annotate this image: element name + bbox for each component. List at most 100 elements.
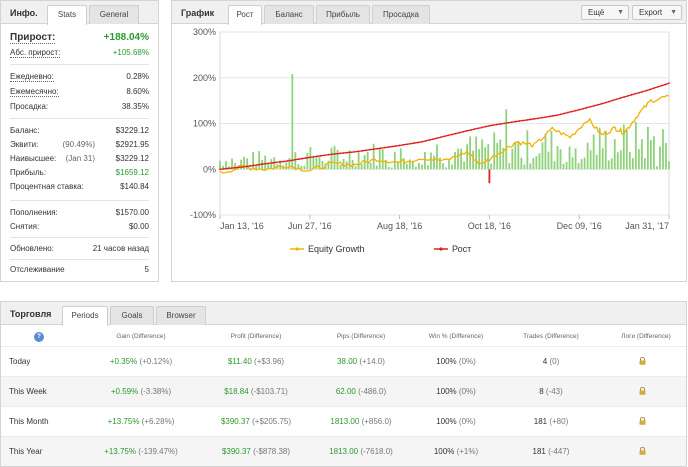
growth-chart[interactable]: 300% 200% 100% 0% -100% Jan 13, '16 Jun 27, '1… [172, 25, 686, 281]
gain-difference: (+6.28%) [141, 417, 175, 426]
profit-bar [246, 158, 249, 170]
lock-icon[interactable] [639, 447, 646, 455]
profit-bar [502, 147, 505, 170]
growth-point [278, 161, 281, 163]
help-icon[interactable]: ? [34, 332, 44, 342]
growth-point [525, 119, 528, 121]
profit-bar [523, 164, 526, 170]
growth-point [282, 160, 285, 163]
cell-win: 100% (0%) [396, 387, 516, 396]
abs-gain-value: +105.68% [112, 48, 149, 57]
profit-bar [240, 159, 242, 170]
win-value: 100% [436, 357, 457, 366]
growth-point [372, 148, 375, 151]
growth-point [394, 145, 397, 147]
profit-bar [399, 148, 402, 170]
growth-point [458, 131, 461, 134]
cell-trades: 181 (+80) [491, 417, 611, 426]
growth-point [432, 138, 435, 140]
growth-point [597, 103, 599, 106]
profit-bar [381, 149, 384, 170]
legend-growth[interactable]: Рост [434, 244, 471, 254]
cell-gain: +0.35% (+0.12%) [81, 357, 201, 366]
growth-point [454, 132, 457, 135]
profit-difference: (-$878.38) [253, 447, 291, 456]
deposits-label: Пополнения: [10, 208, 58, 217]
balance-label: Баланс: [10, 126, 40, 135]
tab-general[interactable]: General [89, 5, 139, 24]
profit-bar [460, 148, 462, 170]
tab-browser[interactable]: Browser [156, 306, 206, 325]
tab-periods[interactable]: Periods [62, 306, 108, 326]
separator [10, 259, 149, 260]
equity-row: Эквити: (90.49%) $2921.95 [10, 140, 149, 152]
profit-bar [267, 164, 270, 170]
tab-goals[interactable]: Goals [110, 306, 154, 325]
growth-point [611, 99, 614, 102]
lock-icon[interactable] [639, 387, 646, 395]
profit-bar [487, 144, 490, 170]
pips-value: 1813.00 [329, 447, 359, 456]
export-button[interactable]: Export ▼ [632, 5, 682, 20]
growth-point [398, 144, 401, 147]
drawdown-row: Просадка: 38.35% [10, 102, 149, 114]
growth-point [305, 157, 307, 159]
growth-point [537, 117, 539, 120]
profit-bar [499, 139, 502, 170]
profit-bar [252, 151, 255, 170]
header-gain: Gain (Difference) [116, 333, 166, 340]
period-label: This Month [9, 417, 49, 426]
profit-bar [595, 154, 598, 170]
trades-value: 181 [532, 447, 546, 456]
growth-point [406, 143, 408, 146]
profit-bar [258, 151, 261, 170]
separator [10, 200, 149, 201]
tab-growth[interactable]: Рост [228, 5, 262, 25]
profit-bar [231, 158, 233, 170]
tab-drawdown[interactable]: Просадка [372, 5, 430, 24]
profit-bar [279, 160, 282, 170]
tab-balance[interactable]: Баланс [264, 5, 314, 24]
profit-bar [288, 157, 291, 170]
tab-stats[interactable]: Stats [47, 5, 87, 25]
chart-bars [219, 74, 670, 184]
profit-row: Прибыль: $1659.12 [10, 168, 149, 180]
growth-point [260, 163, 263, 166]
pips-difference: (-486.0) [358, 387, 387, 396]
profit-bar [405, 164, 408, 170]
profit-bar [342, 159, 345, 170]
growth-point [436, 137, 438, 140]
growth-point [529, 118, 532, 121]
pips-difference: (-7618.0) [360, 447, 393, 456]
growth-point [668, 82, 670, 85]
growth-point [357, 150, 360, 153]
profit-bar [417, 162, 420, 170]
win-value: 100% [436, 417, 457, 426]
monthly-value: 8.60% [126, 87, 149, 96]
growth-point [656, 86, 659, 88]
interest-label: Процентная ставка: [10, 182, 84, 191]
growth-point [361, 149, 364, 152]
highest-label: Наивысшее: [10, 154, 57, 163]
profit-bar [327, 160, 330, 170]
growth-point [615, 98, 618, 101]
profit-bar [668, 161, 670, 170]
more-button[interactable]: Ещё ▼ [581, 5, 629, 20]
lock-icon[interactable] [639, 417, 646, 425]
legend-equity-growth[interactable]: Equity Growth [290, 244, 365, 254]
y-tick-label: 100% [193, 119, 216, 129]
profit-bar [601, 148, 604, 170]
chart-legend: Equity Growth Рост [290, 244, 471, 254]
tab-profit[interactable]: Прибыль [316, 5, 370, 24]
profit-difference: (+$3.96) [254, 357, 285, 366]
x-tick-label: Jun 27, '16 [288, 221, 332, 231]
profit-bar [402, 158, 405, 170]
profit-bar [628, 151, 631, 170]
profit-bar [511, 148, 514, 170]
growth-point [267, 162, 270, 165]
profit-bar [430, 152, 432, 170]
profit-difference: (-$103.71) [250, 387, 288, 396]
profit-bar [225, 161, 227, 170]
growth-point [256, 163, 259, 166]
lock-icon[interactable] [639, 357, 646, 365]
